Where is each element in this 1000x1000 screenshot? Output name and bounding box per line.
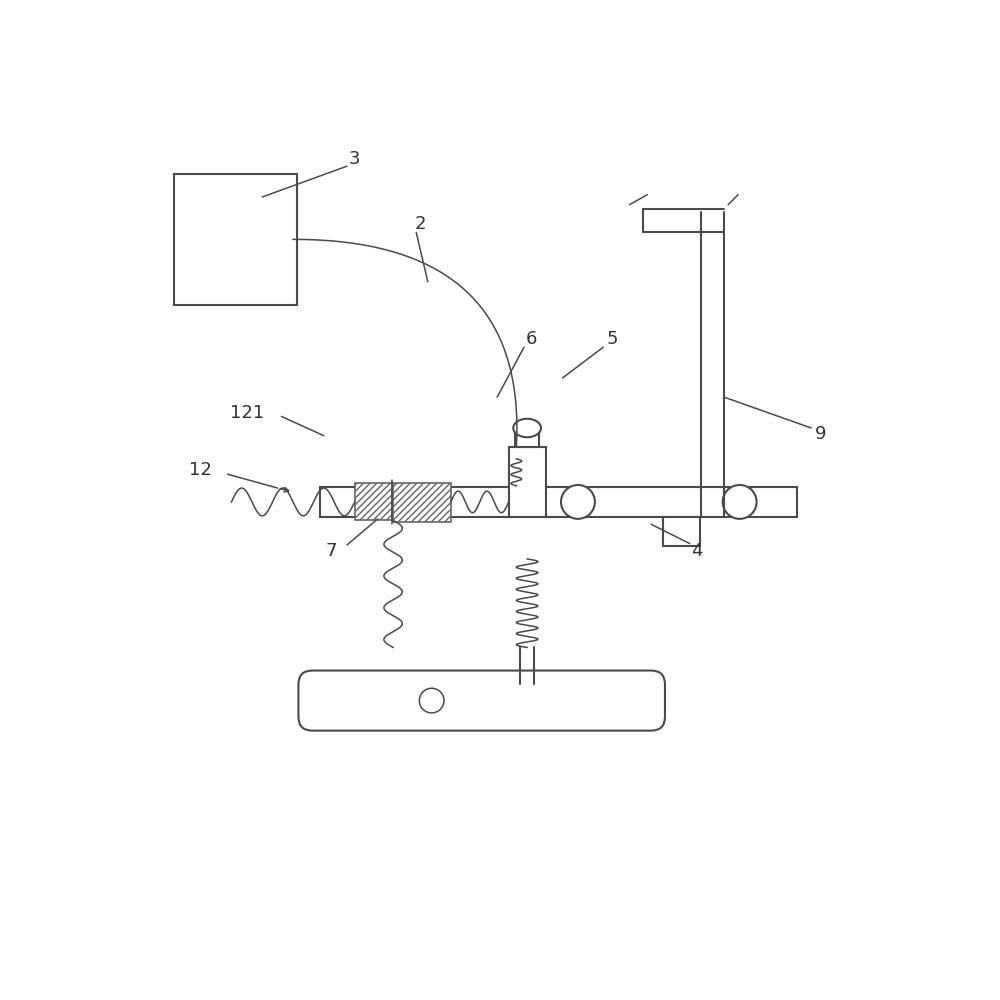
- Text: 4: 4: [692, 542, 703, 560]
- Text: 7: 7: [326, 542, 337, 560]
- Bar: [663, 517, 700, 546]
- Bar: [509, 447, 546, 517]
- Text: 6: 6: [526, 330, 537, 348]
- Text: 2: 2: [414, 215, 426, 233]
- Text: 12: 12: [189, 461, 212, 479]
- Text: 5: 5: [607, 330, 618, 348]
- Circle shape: [723, 485, 757, 519]
- Bar: [515, 428, 539, 447]
- Bar: [393, 483, 451, 522]
- Circle shape: [561, 485, 595, 519]
- Text: 3: 3: [349, 149, 360, 167]
- FancyBboxPatch shape: [298, 671, 665, 731]
- Text: 9: 9: [815, 425, 826, 443]
- Bar: [355, 483, 392, 520]
- Bar: [320, 487, 797, 517]
- Ellipse shape: [513, 419, 541, 437]
- Circle shape: [419, 688, 444, 713]
- Text: 121: 121: [230, 404, 264, 422]
- Bar: [174, 174, 297, 305]
